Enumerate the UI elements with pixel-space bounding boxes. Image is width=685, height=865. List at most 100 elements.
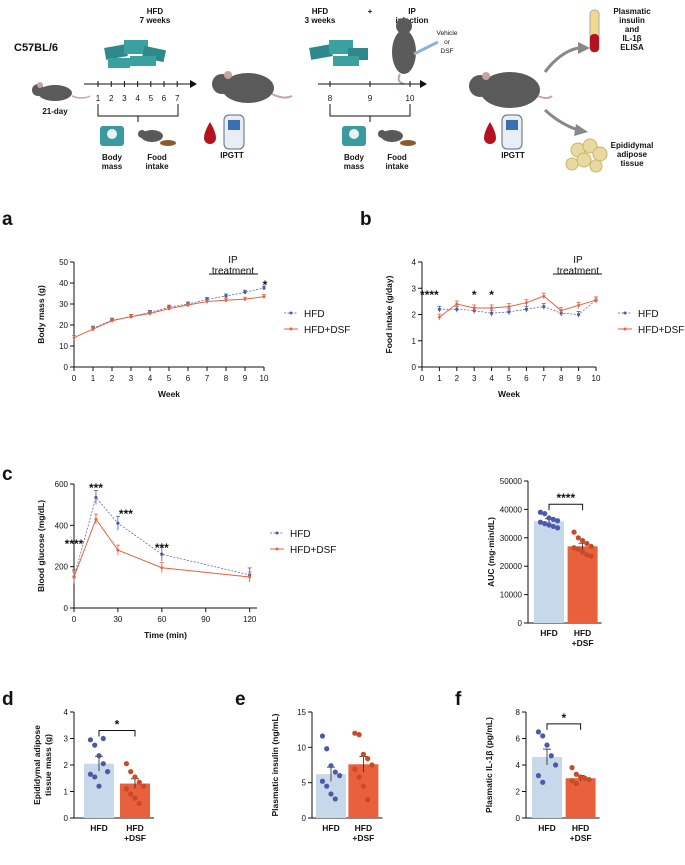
y-tick-label: 0 bbox=[64, 814, 69, 823]
data-point bbox=[542, 305, 546, 309]
data-dot bbox=[123, 786, 130, 792]
chart-a: 0 10 20 30 40 50 0 1 2 3 4 5 6 7 8 9 10 Week Body mass (g)… bbox=[36, 255, 350, 399]
data-dot bbox=[319, 778, 326, 784]
data-dot bbox=[554, 518, 561, 524]
data-dot bbox=[537, 519, 544, 525]
data-dot bbox=[588, 553, 594, 559]
y-tick-label: 0 bbox=[412, 363, 417, 372]
data-point bbox=[94, 495, 98, 500]
category-label: HFD +DSF bbox=[570, 823, 592, 843]
x-tick-label: 60 bbox=[157, 615, 166, 624]
significance-star: * bbox=[115, 718, 120, 732]
data-point bbox=[490, 306, 493, 310]
y-tick-label: 10 bbox=[297, 743, 306, 752]
data-dot bbox=[324, 783, 330, 789]
x-tick-label: 8 bbox=[224, 374, 229, 383]
y-tick-label: 10000 bbox=[500, 591, 523, 600]
data-point bbox=[186, 303, 190, 307]
data-dot bbox=[584, 552, 590, 558]
ip-treatment-label: IP treatment bbox=[212, 255, 254, 277]
data-dot bbox=[588, 543, 594, 549]
y-tick-label: 1 bbox=[412, 337, 417, 346]
data-point bbox=[262, 286, 266, 290]
data-dot bbox=[96, 783, 102, 789]
category-label: HFD bbox=[540, 628, 557, 638]
hfd-pellets-icon bbox=[309, 40, 368, 66]
data-dot bbox=[542, 521, 548, 527]
data-dot bbox=[586, 776, 592, 783]
data-dot bbox=[575, 535, 581, 541]
data-dot bbox=[352, 766, 358, 772]
x-tick-label: 4 bbox=[148, 374, 153, 383]
y-tick-label: 40 bbox=[59, 279, 68, 288]
data-point bbox=[524, 307, 529, 311]
chart-e: 0 5 10 15 HFD HFD +DSF Plasmatic insulin (ng/mL… bbox=[270, 708, 383, 843]
y-tick-label: 4 bbox=[516, 761, 521, 770]
x-tick-label: 1 bbox=[437, 374, 442, 383]
data-point bbox=[129, 315, 133, 318]
data-dot bbox=[132, 795, 138, 801]
mouse-icon bbox=[32, 82, 91, 101]
data-dot bbox=[535, 729, 542, 735]
feeding-mouse-icon bbox=[378, 130, 416, 146]
legend-marker-hfd bbox=[623, 311, 627, 315]
x-tick-label: 9 bbox=[576, 374, 581, 383]
data-dot bbox=[328, 791, 334, 797]
hfd-pellets-icon bbox=[104, 40, 167, 68]
y-tick-label: 20000 bbox=[500, 562, 523, 571]
y-tick-label: 0 bbox=[518, 619, 523, 628]
data-dot bbox=[544, 742, 550, 748]
panel-label-c: c bbox=[2, 464, 13, 485]
data-dot bbox=[92, 742, 98, 748]
legend-label-hfd: HFD bbox=[638, 309, 659, 320]
chart-f: 0 2 4 6 8 HFD HFD +DSF Plasmatic IL-1β (pg/mL) * bbox=[484, 708, 600, 843]
x-tick-label: 0 bbox=[72, 615, 77, 624]
data-dot bbox=[332, 796, 338, 802]
y-tick-label: 4 bbox=[412, 258, 417, 267]
data-point bbox=[542, 294, 546, 298]
data-dot bbox=[571, 529, 577, 535]
strain-label: C57BL/6 bbox=[14, 42, 58, 54]
age-label: 21-day bbox=[42, 107, 68, 116]
data-point bbox=[205, 300, 209, 303]
data-point bbox=[72, 336, 76, 339]
y-tick-label: 0 bbox=[64, 604, 69, 613]
panel-label-a: a bbox=[2, 209, 13, 230]
x-tick-label: 3 bbox=[129, 374, 134, 383]
category-label: HFD +DSF bbox=[352, 823, 374, 843]
data-dot bbox=[365, 797, 371, 803]
y-tick-label: 50 bbox=[59, 258, 68, 267]
data-dot bbox=[100, 761, 106, 767]
y-tick-label: 40000 bbox=[500, 505, 523, 514]
legend-marker-dsf bbox=[275, 547, 279, 551]
series-line-HFD+DSF bbox=[73, 296, 265, 339]
data-point bbox=[160, 566, 164, 570]
mouse-icon bbox=[469, 72, 553, 108]
legend-label-dsf: HFD+DSF bbox=[638, 325, 684, 336]
chart-d: 0 1 2 3 4 HFD HFD +DSF Epididymal adiposetissue … bbox=[32, 708, 154, 843]
chart-c2: 0 10000 20000 30000 40000 50000 HFD HFD +DSF AUC … bbox=[486, 477, 602, 648]
data-dot bbox=[546, 522, 552, 528]
significance-star: **** bbox=[556, 491, 575, 505]
data-dot bbox=[336, 773, 343, 779]
y-axis-title: Epididymal adiposetissue mass (g) bbox=[32, 725, 53, 805]
panel-label-d: d bbox=[2, 689, 14, 710]
y-tick-label: 8 bbox=[516, 708, 521, 717]
x-tick-label: 0 bbox=[420, 374, 425, 383]
y-tick-label: 0 bbox=[302, 814, 307, 823]
y-tick-label: 0 bbox=[516, 814, 521, 823]
x-tick-label: 8 bbox=[559, 374, 564, 383]
data-point bbox=[455, 302, 459, 306]
chart-c1: 0 200 400 600 0 30 60 90 120 Time (min) Blood gluc… bbox=[36, 480, 336, 640]
glucometer-icon bbox=[501, 114, 523, 150]
y-tick-label: 10 bbox=[59, 342, 68, 351]
data-dot bbox=[552, 762, 559, 768]
y-tick-label: 5 bbox=[302, 779, 307, 788]
data-dot bbox=[92, 774, 98, 780]
data-dot bbox=[132, 774, 138, 780]
data-point bbox=[72, 575, 76, 579]
bar-1 bbox=[348, 764, 379, 818]
series-line-HFD+DSF bbox=[439, 295, 597, 318]
timeline-week-label: 1 bbox=[96, 94, 101, 103]
